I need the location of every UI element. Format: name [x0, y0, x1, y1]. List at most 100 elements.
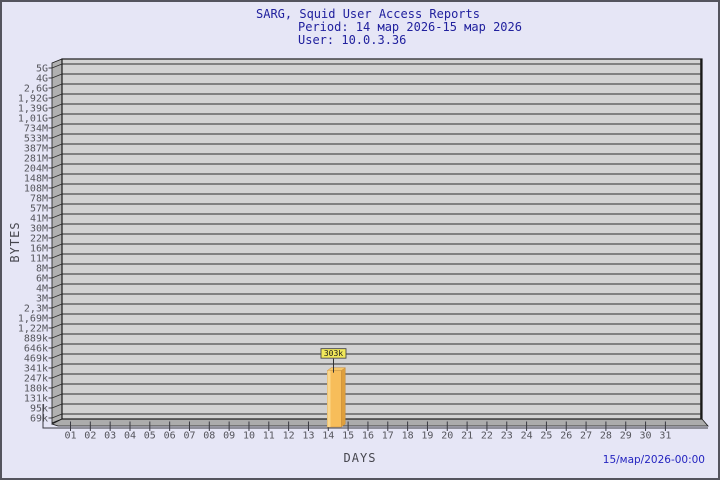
x-axis-tick-label: 15 — [342, 431, 354, 442]
y-axis-tick-label: 387M — [24, 144, 48, 155]
wall-gridline — [51, 133, 63, 139]
bar-highlight — [327, 370, 331, 427]
x-axis-tick-label: 12 — [283, 431, 295, 442]
wall-gridline — [51, 273, 63, 279]
x-axis-tick-label: 16 — [362, 431, 374, 442]
wall-gridline — [51, 343, 63, 349]
y-axis-tick-label: 108M — [24, 184, 48, 195]
report-title: SARG, Squid User Access Reports — [256, 7, 480, 21]
y-axis-tick-label: 2,3M — [24, 304, 48, 315]
y-axis-tick-label: 41M — [30, 214, 48, 225]
y-axis-tick-label: 247k — [24, 374, 48, 385]
x-axis-tick-label: 25 — [540, 431, 552, 442]
y-axis-tick-label: 95k — [30, 404, 48, 415]
y-axis-tick-label: 734M — [24, 124, 48, 135]
x-axis-tick-label: 11 — [263, 431, 275, 442]
x-axis-tick-label: 23 — [501, 431, 513, 442]
y-axis-tick-label: 16M — [30, 244, 48, 255]
y-axis-tick-label: 148M — [24, 174, 48, 185]
wall-gridline — [51, 263, 63, 269]
y-axis-tick-label: 889k — [24, 334, 48, 345]
y-axis-tick-label: 341k — [24, 364, 48, 375]
y-axis-tick-label: 4G — [36, 74, 48, 85]
x-axis-tick-label: 24 — [521, 431, 533, 442]
wall-gridline — [51, 83, 63, 89]
y-axis-tick-label: 131k — [24, 394, 48, 405]
wall-gridline — [51, 353, 63, 359]
x-axis-tick-label: 20 — [441, 431, 453, 442]
y-axis-tick-label: 78M — [30, 194, 48, 205]
y-axis-tick-label: 1,39G — [18, 104, 48, 115]
x-axis-tick-label: 19 — [421, 431, 433, 442]
wall-gridline — [51, 413, 63, 419]
wall-gridline — [51, 293, 63, 299]
x-axis-tick-label: 30 — [640, 431, 652, 442]
y-axis-tick-label: 69k — [30, 414, 48, 425]
x-axis-tick-label: 03 — [104, 431, 116, 442]
wall-gridline — [51, 323, 63, 329]
x-axis-tick-label: 05 — [144, 431, 156, 442]
wall-gridline — [51, 143, 63, 149]
y-axis-tick-label: 204M — [24, 164, 48, 175]
wall-gridline — [51, 383, 63, 389]
bar-value-flag — [320, 348, 347, 359]
wall-gridline — [51, 253, 63, 259]
y-axis-tick-label: 11M — [30, 254, 48, 265]
y-axis-tick-label: 30M — [30, 224, 48, 235]
y-axis-tick-label: 469k — [24, 354, 48, 365]
y-axis-tick-label: 4M — [36, 284, 48, 295]
x-axis-tick-label: 27 — [580, 431, 592, 442]
wall-gridline — [51, 183, 63, 189]
x-axis-tick-label: 18 — [402, 431, 414, 442]
x-axis-tick-label: 22 — [481, 431, 493, 442]
y-axis-tick-label: 22M — [30, 234, 48, 245]
wall-side — [51, 58, 63, 424]
x-axis-line — [42, 404, 708, 429]
wall-gridline — [51, 203, 63, 209]
x-axis-title: DAYS — [343, 451, 377, 465]
wall-gridline — [51, 213, 63, 219]
wall-gridline — [51, 363, 63, 369]
wall-gridline — [51, 123, 63, 129]
wall-gridline — [51, 313, 63, 319]
y-axis-tick-label: 1,22M — [18, 324, 48, 335]
wall-gridline — [51, 73, 63, 79]
wall-gridline — [51, 233, 63, 239]
wall-gridline — [51, 63, 63, 69]
x-axis-tick-label: 29 — [620, 431, 632, 442]
x-axis-tick-label: 09 — [223, 431, 235, 442]
wall-gridline — [51, 373, 63, 379]
wall-gridline — [51, 173, 63, 179]
wall-gridline — [51, 223, 63, 229]
y-axis-tick-label: 1,01G — [18, 114, 48, 125]
report-generated-date: 15/мар/2026-00:00 — [602, 454, 705, 466]
wall-gridline — [51, 193, 63, 199]
wall-gridline — [51, 243, 63, 249]
wall-gridline — [51, 333, 63, 339]
y-axis-tick-label: 1,92G — [18, 94, 48, 105]
x-axis-tick-label: 07 — [183, 431, 195, 442]
x-axis-tick-label: 13 — [302, 431, 314, 442]
y-axis-tick-label: 57M — [30, 204, 48, 215]
wall-gridline — [51, 303, 63, 309]
y-axis-tick-label: 8M — [36, 264, 48, 275]
bar-value-label: 303k — [324, 349, 343, 358]
x-axis-tick-label: 26 — [560, 431, 572, 442]
y-axis-tick-label: 180k — [24, 384, 48, 395]
wall-gridline — [51, 113, 63, 119]
x-axis-tick-label: 04 — [124, 431, 136, 442]
floor — [50, 418, 709, 427]
y-axis-tick-label: 6M — [36, 274, 48, 285]
x-axis-tick-label: 17 — [382, 431, 394, 442]
x-axis-tick-label: 31 — [659, 431, 671, 442]
y-axis-tick-label: 533M — [24, 134, 48, 145]
x-axis-tick-label: 02 — [84, 431, 96, 442]
x-axis-tick-label: 08 — [203, 431, 215, 442]
wall-gridline — [51, 163, 63, 169]
y-axis-tick-label: 281M — [24, 154, 48, 165]
plot-plate — [61, 58, 703, 420]
x-axis-tick-label: 01 — [64, 431, 76, 442]
x-axis-tick-label: 21 — [461, 431, 473, 442]
